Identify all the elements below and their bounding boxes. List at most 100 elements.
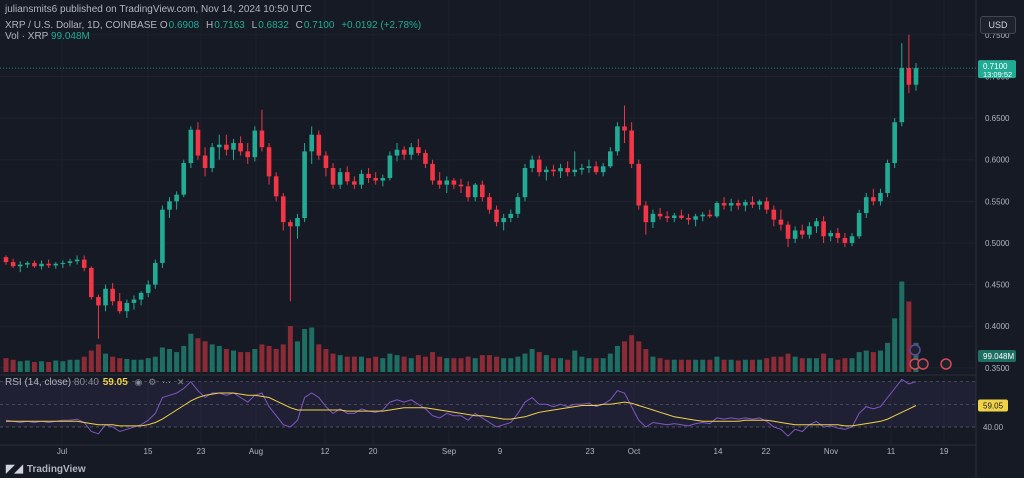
volume-bar bbox=[415, 355, 421, 372]
candle-body bbox=[266, 147, 272, 177]
volume-bar bbox=[579, 356, 585, 372]
candle-body bbox=[686, 217, 691, 220]
volume-bar bbox=[344, 356, 350, 372]
candle-body bbox=[394, 149, 400, 156]
event-marker-icon bbox=[940, 358, 952, 370]
candle-body bbox=[622, 126, 627, 131]
volume-bar bbox=[159, 347, 165, 372]
volume-label: Vol · XRP bbox=[5, 31, 49, 42]
time-tick-label: 15 bbox=[144, 447, 153, 456]
time-tick-label: Aug bbox=[249, 447, 263, 456]
volume-bar bbox=[479, 355, 485, 372]
close-icon[interactable]: ✕ bbox=[176, 377, 185, 387]
candle-body bbox=[906, 68, 912, 85]
volume-bar bbox=[515, 356, 521, 372]
candle-body bbox=[480, 184, 485, 198]
time-tick-label: Jul bbox=[57, 447, 67, 456]
candle-body bbox=[430, 163, 435, 181]
candle-body bbox=[273, 176, 279, 197]
candle-body bbox=[615, 126, 620, 152]
time-tick-label: Oct bbox=[628, 447, 641, 456]
volume-bar bbox=[202, 341, 208, 372]
volume-bar bbox=[437, 356, 443, 372]
event-markers[interactable] bbox=[909, 344, 952, 370]
volume-bar bbox=[39, 361, 45, 372]
candle-body bbox=[167, 201, 172, 210]
volume-bar bbox=[742, 359, 748, 372]
tradingview-brand: ◤◢ TradingView bbox=[6, 462, 86, 475]
volume-bar bbox=[124, 358, 130, 372]
candle-body bbox=[671, 215, 677, 218]
currency-button[interactable]: USD bbox=[980, 16, 1016, 34]
candle-body bbox=[160, 209, 165, 263]
volume-bar bbox=[81, 356, 87, 372]
candle-body bbox=[643, 205, 649, 223]
candle-body bbox=[814, 221, 819, 227]
candle-body bbox=[152, 262, 158, 285]
volume-bar bbox=[494, 356, 500, 372]
candle-body bbox=[416, 147, 421, 154]
volume-bar bbox=[721, 359, 727, 372]
volume-bar bbox=[856, 352, 862, 372]
volume-bar bbox=[294, 341, 300, 372]
volume-bar bbox=[700, 359, 706, 372]
time-axis[interactable]: Jul 15 23 Aug 12 20 Sep 9 23 Oct 14 22 Nov 11 19 bbox=[57, 447, 949, 456]
candle-body bbox=[465, 186, 471, 198]
open-label: O bbox=[159, 20, 168, 31]
candle-body bbox=[572, 169, 578, 173]
volume-bar bbox=[693, 359, 699, 372]
volume-bar bbox=[387, 353, 393, 372]
volume-bar bbox=[586, 358, 592, 372]
volume-bar bbox=[216, 345, 222, 372]
candle-body bbox=[579, 168, 585, 170]
candle-body bbox=[224, 144, 229, 150]
volume-bar bbox=[238, 352, 244, 372]
settings-icon[interactable]: ⚙ bbox=[148, 377, 157, 387]
last-price-badge bbox=[978, 60, 1016, 79]
more-icon[interactable]: ⋯ bbox=[162, 377, 172, 387]
time-tick-label: 22 bbox=[762, 447, 771, 456]
publisher-line: juliansmits6 published on TradingView.co… bbox=[5, 4, 312, 15]
volume-bar bbox=[600, 358, 606, 372]
candle-body bbox=[145, 284, 151, 293]
volume-bar bbox=[366, 358, 372, 372]
volume-bars bbox=[3, 281, 919, 372]
volume-bar bbox=[664, 359, 670, 372]
volume-bar bbox=[913, 342, 919, 372]
candle-body bbox=[309, 134, 315, 152]
rsi-params: 80:40 bbox=[73, 377, 99, 388]
price-tick-label: 0.5500 bbox=[985, 197, 1010, 206]
tradingview-logo-icon: ◤◢ bbox=[6, 463, 23, 475]
low-value: 0.6832 bbox=[258, 20, 289, 31]
candle-body bbox=[558, 168, 563, 172]
candle-body bbox=[81, 259, 87, 268]
volume-bar bbox=[259, 344, 265, 372]
time-tick-label: 12 bbox=[321, 447, 330, 456]
volume-bar bbox=[380, 358, 386, 372]
volume-bar bbox=[430, 352, 436, 372]
volume-bar bbox=[316, 344, 322, 372]
volume-bar bbox=[785, 353, 791, 372]
volume-bar bbox=[486, 355, 492, 372]
candle-body bbox=[10, 262, 16, 267]
volume-bar bbox=[280, 344, 286, 372]
time-tick-label: 20 bbox=[369, 447, 378, 456]
candle-body bbox=[124, 302, 130, 312]
rsi-ma-line bbox=[6, 392, 917, 427]
candle-body bbox=[707, 214, 713, 217]
volume-bar bbox=[181, 345, 187, 372]
candle-body bbox=[913, 68, 919, 85]
price-axis[interactable]: 0.75000.70000.65000.60000.55000.50000.45… bbox=[0, 31, 1016, 432]
volume-bar bbox=[138, 359, 144, 372]
volume-bar bbox=[195, 338, 201, 372]
volume-bar bbox=[842, 358, 848, 372]
volume-bar bbox=[145, 358, 151, 372]
volume-bar bbox=[565, 359, 571, 372]
candle-body bbox=[565, 168, 570, 173]
volume-bar bbox=[806, 358, 812, 372]
volume-bar bbox=[828, 358, 834, 372]
candle-body bbox=[231, 143, 236, 150]
eye-icon[interactable]: ◉ bbox=[134, 377, 143, 387]
volume-bar bbox=[550, 358, 556, 372]
